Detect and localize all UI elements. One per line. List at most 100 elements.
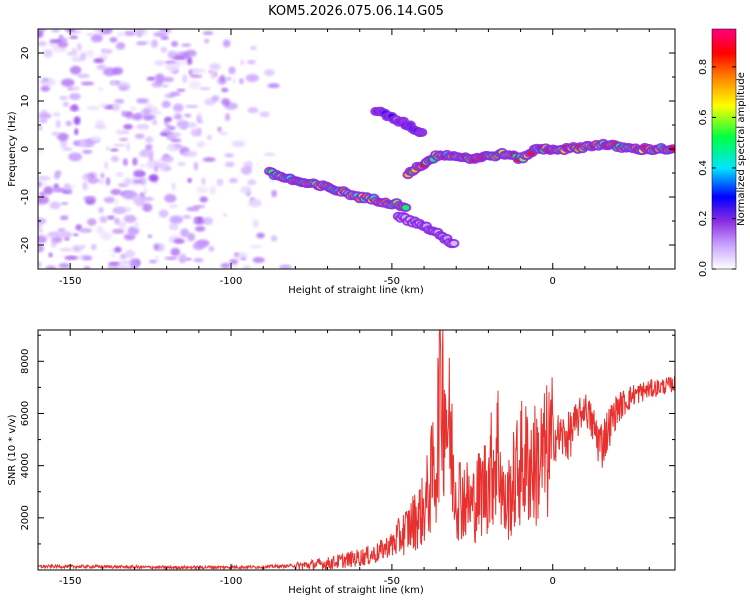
noise-blob (40, 85, 50, 92)
noise-blob (111, 80, 118, 86)
noise-blob (114, 217, 120, 225)
noise-blob (85, 49, 94, 58)
noise-blob (52, 112, 61, 117)
x-tick-label: -150 (59, 576, 82, 587)
noise-blob (195, 186, 209, 194)
noise-blob (107, 215, 115, 220)
noise-blob (62, 101, 70, 108)
noise-blob (160, 46, 167, 53)
noise-blob (80, 244, 86, 250)
noise-blob (168, 204, 178, 209)
noise-blob (190, 68, 199, 76)
noise-blob (71, 47, 77, 53)
noise-blob (209, 63, 221, 71)
noise-blob (67, 186, 72, 195)
noise-blob (99, 216, 108, 223)
top-x-axis-label: Height of straight line (km) (288, 285, 424, 296)
noise-blob (59, 231, 73, 239)
noise-blob (209, 186, 217, 195)
noise-blob (64, 255, 79, 260)
noise-blob (116, 265, 131, 269)
noise-blob (222, 212, 228, 218)
noise-blob (72, 103, 78, 111)
colorbar-tick-label: 0.0 (698, 261, 709, 277)
noise-blob (39, 29, 47, 32)
noise-blob (189, 74, 203, 78)
noise-blob (91, 33, 103, 42)
noise-blob (114, 98, 125, 104)
branch-core (450, 240, 458, 246)
noise-blob (115, 172, 124, 177)
noise-blob (117, 206, 132, 213)
noise-blob (55, 119, 61, 129)
y-tick-label: 10 (20, 95, 31, 108)
noise-blob (160, 155, 174, 163)
noise-blob (239, 78, 244, 85)
noise-blob (146, 76, 156, 81)
noise-blob (75, 224, 83, 231)
noise-blob (169, 215, 183, 224)
noise-blob (79, 228, 92, 233)
noise-blob (252, 257, 265, 263)
noise-blob (164, 193, 177, 203)
noise-blob (161, 76, 174, 83)
noise-blob (154, 60, 165, 66)
noise-blob (38, 195, 49, 205)
noise-blob (171, 182, 176, 191)
noise-blob (113, 143, 126, 147)
noise-blob (184, 113, 192, 118)
branch-core (402, 205, 410, 211)
noise-blob (188, 80, 201, 90)
noise-blob (69, 35, 79, 40)
noise-blob (206, 134, 213, 141)
noise-blob (77, 73, 90, 79)
noise-blob (218, 131, 228, 135)
noise-blob (224, 153, 235, 158)
noise-blob (136, 29, 145, 36)
colorbar: 0.0 0.2 0.4 0.6 0.8 Normalized spectral ampl… (698, 28, 747, 277)
noise-blob (64, 237, 70, 241)
noise-blob (129, 263, 138, 269)
noise-blob (130, 107, 136, 111)
noise-blob (56, 132, 69, 141)
noise-blob (38, 262, 42, 268)
noise-blob (245, 74, 259, 82)
noise-blob (153, 243, 160, 251)
noise-blob (38, 247, 41, 251)
noise-blob (134, 221, 139, 229)
noise-blob (49, 39, 62, 43)
noise-blob (123, 233, 136, 241)
noise-blob (172, 56, 185, 60)
x-tick-label: -50 (384, 576, 400, 587)
noise-blob (248, 198, 262, 208)
noise-blob (39, 118, 48, 124)
noise-blob (264, 69, 275, 77)
noise-blob (199, 86, 211, 91)
noise-blob (228, 66, 236, 75)
noise-blob (82, 255, 93, 261)
noise-blob (69, 93, 81, 101)
noise-blob (173, 238, 185, 244)
noise-blob (151, 81, 164, 88)
noise-blob (180, 253, 186, 261)
y-tick-label: 8000 (20, 349, 31, 374)
noise-blob (221, 87, 229, 93)
noise-blob (145, 136, 154, 143)
y-tick-label: 2000 (20, 505, 31, 530)
bottom-y-axis-label: SNR (10 * v/v) (7, 414, 18, 485)
noise-blob (73, 233, 79, 237)
noise-blob (169, 91, 181, 97)
noise-blob (185, 104, 199, 109)
noise-blob (125, 112, 135, 120)
noise-blob (87, 218, 97, 226)
x-tick-label: -50 (384, 276, 400, 287)
noise-blob (195, 225, 206, 232)
noise-blob (115, 43, 125, 51)
noise-blob (132, 195, 146, 205)
noise-blob (153, 160, 162, 167)
noise-blob (93, 58, 105, 63)
noise-blob (119, 137, 129, 142)
noise-blob (42, 234, 56, 238)
noise-blob (187, 56, 193, 65)
